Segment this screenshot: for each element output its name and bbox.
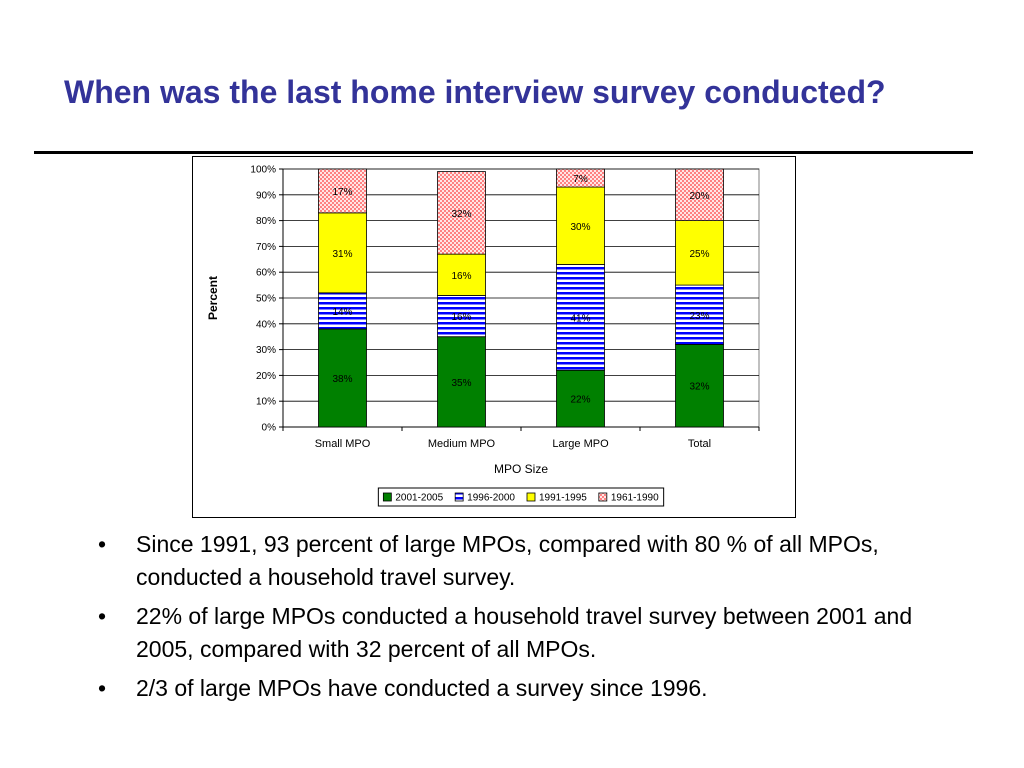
y-tick-label: 0% xyxy=(262,423,277,434)
y-tick-label: 30% xyxy=(256,345,276,356)
bar-segment xyxy=(556,369,605,428)
stacked-bar-chart: 0% 10% 20% 30% 40% 50% 60% 70% 80% 90% 100% 38% 14% 3… xyxy=(206,165,760,507)
bar-segment xyxy=(437,253,486,296)
data-label: 38% xyxy=(332,374,352,385)
legend-swatch xyxy=(454,492,464,502)
y-tick-label: 10% xyxy=(256,397,276,408)
legend-swatch xyxy=(382,492,392,502)
legend-box xyxy=(377,487,665,507)
bar-segment xyxy=(318,328,367,428)
bar-segment xyxy=(437,171,486,255)
y-tick-label: 40% xyxy=(256,319,276,330)
y-tick-label: 100% xyxy=(250,165,276,176)
data-label: 7% xyxy=(573,174,588,185)
bullet-symbol: • xyxy=(98,603,107,629)
bullet-item: • Since 1991, 93 percent of large MPOs, … xyxy=(96,528,976,594)
bullet-text: 2/3 of large MPOs have conducted a surve… xyxy=(136,675,708,701)
data-label: 25% xyxy=(689,249,709,260)
bar-segment xyxy=(675,284,724,345)
legend-swatch xyxy=(598,492,608,502)
data-label: 17% xyxy=(332,187,352,198)
legend-label: 1996-2000 xyxy=(467,493,515,504)
bullet-text: 22% of large MPOs conducted a household … xyxy=(136,603,913,662)
bullet-symbol: • xyxy=(98,531,107,557)
y-tick-label: 70% xyxy=(256,242,276,253)
data-label: 23% xyxy=(689,311,709,322)
bullet-symbol: • xyxy=(98,675,107,701)
legend-label: 1961-1990 xyxy=(611,493,659,504)
data-label: 32% xyxy=(689,382,709,393)
legend-label: 1991-1995 xyxy=(539,493,587,504)
data-label: 35% xyxy=(451,378,471,389)
bar-segment xyxy=(437,295,486,338)
data-label: 41% xyxy=(570,313,590,324)
bar-segment xyxy=(437,336,486,428)
data-label: 16% xyxy=(451,312,471,323)
legend: 2001-2005 1996-2000 1991-1995 1961-1990 xyxy=(377,487,665,507)
y-tick-label: 20% xyxy=(256,371,276,382)
x-tick-label: Small MPO xyxy=(315,438,371,450)
data-label: 16% xyxy=(451,271,471,282)
bar-segment xyxy=(556,168,605,188)
bullet-text: Since 1991, 93 percent of large MPOs, co… xyxy=(136,531,879,590)
x-tick-label: Medium MPO xyxy=(428,438,496,450)
bar-segment xyxy=(556,186,605,265)
data-label: 30% xyxy=(570,222,590,233)
bar-segment xyxy=(675,168,724,221)
x-axis-title: MPO Size xyxy=(494,462,548,476)
data-label: 31% xyxy=(332,249,352,260)
y-tick-label: 50% xyxy=(256,294,276,305)
data-label: 20% xyxy=(689,191,709,202)
y-tick-label: 90% xyxy=(256,190,276,201)
bar-segment xyxy=(556,264,605,371)
bar-segment xyxy=(675,344,724,428)
bullet-item: • 2/3 of large MPOs have conducted a sur… xyxy=(96,672,976,705)
data-label: 14% xyxy=(332,307,352,318)
bar-segment xyxy=(318,212,367,294)
x-tick-label: Large MPO xyxy=(552,438,609,450)
legend-swatch xyxy=(526,492,536,502)
y-tick-label: 60% xyxy=(256,268,276,279)
data-label: 22% xyxy=(570,395,590,406)
y-axis-title: Percent xyxy=(206,276,220,320)
bar-segment xyxy=(318,292,367,330)
slide-title: When was the last home interview survey … xyxy=(64,74,886,110)
title-rule xyxy=(34,151,973,154)
data-label: 32% xyxy=(451,209,471,220)
legend-label: 2001-2005 xyxy=(395,493,443,504)
chart-frame: 0% 10% 20% 30% 40% 50% 60% 70% 80% 90% 100% 38% 14% 3… xyxy=(192,156,796,518)
bar-segment xyxy=(318,168,367,214)
bullet-item: • 22% of large MPOs conducted a househol… xyxy=(96,600,976,666)
x-tick-label: Total xyxy=(688,438,711,450)
bullet-list: • Since 1991, 93 percent of large MPOs, … xyxy=(96,528,976,711)
y-tick-label: 80% xyxy=(256,216,276,227)
